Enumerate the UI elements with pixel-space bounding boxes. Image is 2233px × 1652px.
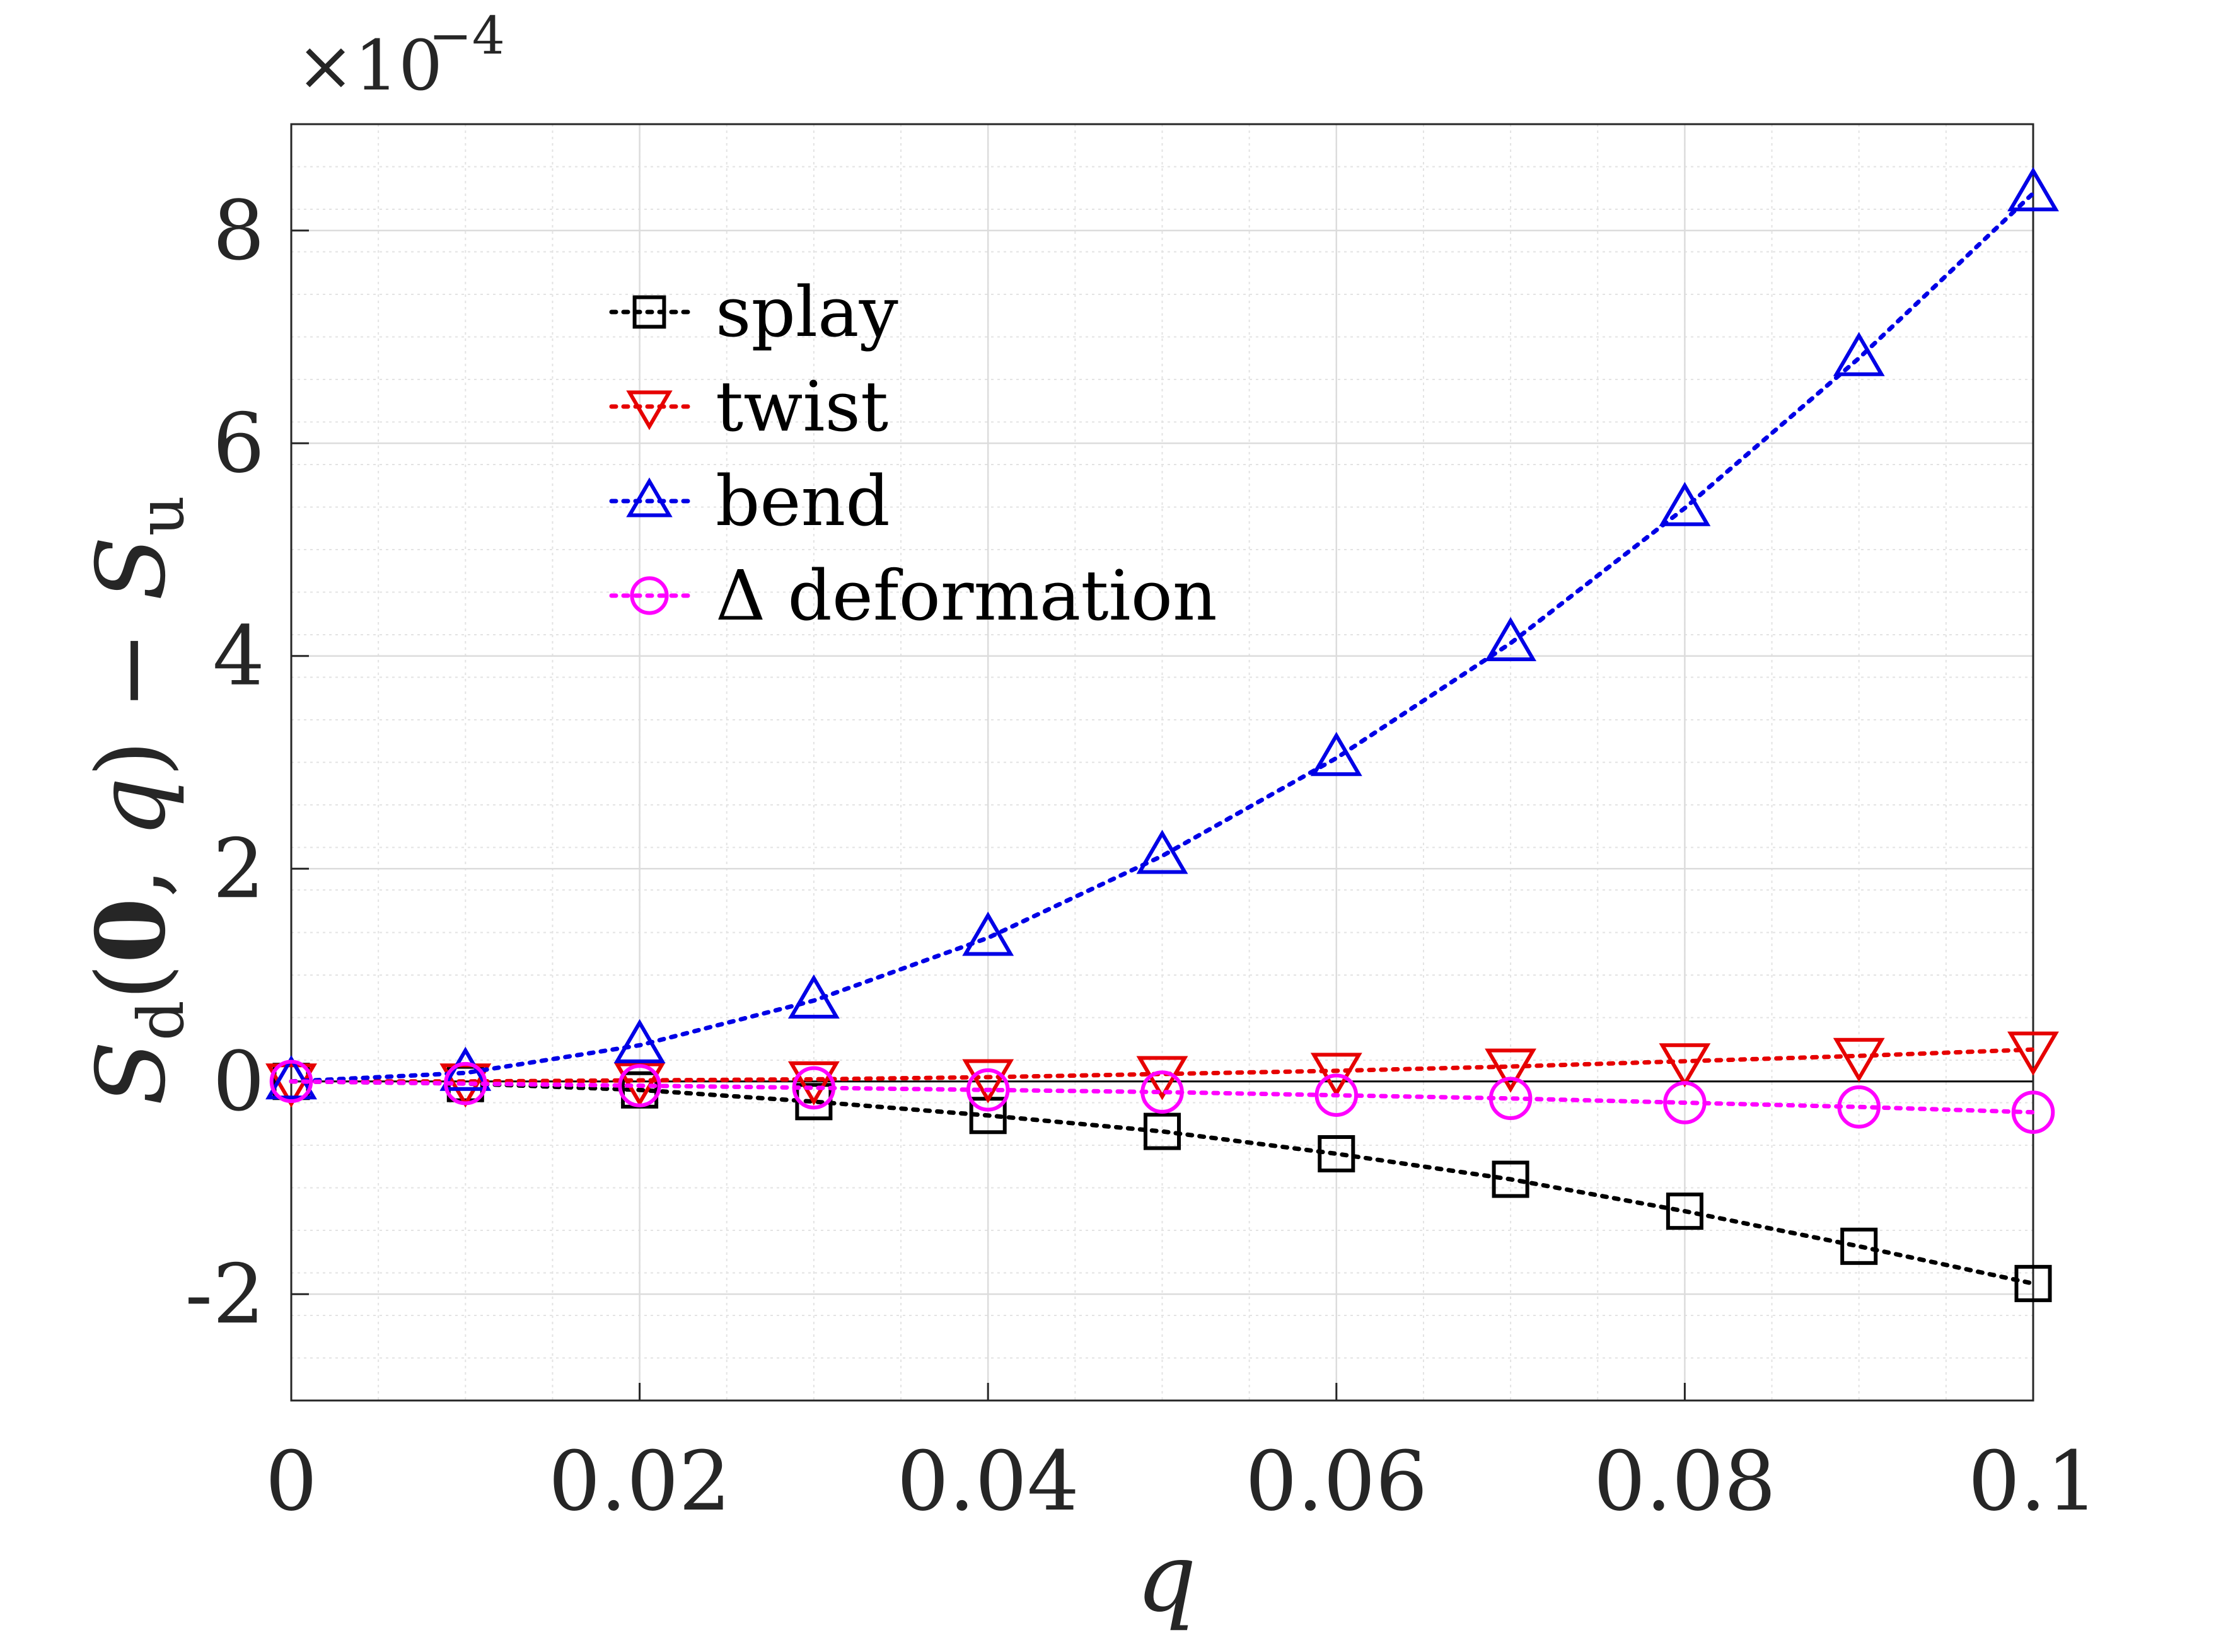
series-2 [265,167,2059,1100]
x-tick-label: 0.02 [548,1433,731,1529]
y-multiplier-exponent: −4 [429,6,505,66]
series-point [269,1060,313,1104]
series-point [1492,1160,1529,1198]
series-point [1833,332,1885,376]
series-point [265,1063,317,1108]
series-point [1485,616,1537,661]
series-point [1310,732,1362,777]
series-point [1840,1227,1878,1265]
y-label-var: q [77,777,187,838]
y-tick-labels: -2 0 2 4 6 8 [185,183,265,1343]
series-point [2007,167,2059,212]
legend-entry: twist [609,366,888,447]
series-point [787,1061,840,1106]
series-line [289,1079,2036,1286]
x-tick-label: 0.06 [1245,1433,1427,1529]
series-point [1485,1048,1537,1093]
series-point [962,911,1014,956]
series-point [1837,1085,1881,1129]
legend-marker [626,477,673,517]
legend-entry: Δ deformation [609,555,1217,636]
series-line [289,191,2036,1084]
series-point [792,1066,836,1110]
legend: splay twist bend Δ deformation [609,272,1217,636]
legend-label: Δ deformation [716,555,1217,636]
series-point [613,1019,666,1063]
y-label-close: ) [77,740,187,777]
series-point [444,1061,487,1106]
y-tick-label: -2 [185,1246,265,1342]
series-3 [269,1060,2055,1134]
series-point [1136,829,1188,874]
x-tick-label: 0.1 [1968,1433,2099,1529]
legend-label: bend [716,461,890,541]
series-point [1140,1070,1184,1114]
series-point [1314,1073,1359,1117]
y-tick-label: 8 [212,183,265,279]
y-label-main: S [77,1041,187,1106]
legend-marker [632,295,666,329]
series-point [966,1068,1010,1112]
legend-label: twist [716,366,888,447]
y-multiplier-base: ×10 [296,25,443,106]
series-point [1659,482,1711,526]
x-tick-label: 0.04 [896,1433,1079,1529]
x-tick-label: 0 [265,1433,318,1529]
minor-grid [291,124,2034,1401]
plot-area-frame [290,123,2034,1402]
y-label-open: ( [77,964,187,1001]
y-tick-label: 0 [212,1034,265,1129]
y-label-bold-zero: 0 [76,898,187,963]
series-layer [265,167,2059,1302]
series-point [1143,1112,1181,1150]
svg-text:Sd(0, q) − Su: Sd(0, q) − Su [76,495,198,1106]
series-point [265,1055,317,1100]
y-multiplier: ×10 −4 [296,6,505,106]
legend-marker [630,576,669,615]
y-tick-label: 6 [212,395,265,491]
series-point [1310,1053,1362,1097]
legend-entry: splay [609,272,898,352]
series-point [1488,1077,1533,1121]
y-label-sub-u: u [124,495,198,536]
series-point [962,1059,1014,1104]
series-point [2007,1031,2059,1076]
y-label-sub-d: d [124,1000,198,1041]
legend-label: splay [716,272,898,352]
series-point [1833,1037,1885,1082]
series-point [1666,1193,1703,1230]
series-point [2011,1090,2055,1134]
series-point [1663,1081,1707,1124]
legend-marker [626,390,673,430]
series-point [2014,1264,2052,1302]
series-point [795,1083,833,1121]
series-point [1318,1135,1355,1173]
x-axis-label: q [1136,1523,1197,1633]
series-line [289,1047,2036,1084]
y-axis-label: Sd(0, q) − Su [76,495,198,1106]
y-label-sep: , [77,838,187,898]
y-tick-label: 4 [212,608,265,704]
series-point [1659,1043,1711,1088]
y-tick-label: 2 [212,821,265,916]
x-tick-label: 0.08 [1594,1433,1776,1529]
y-label-main2: S [77,536,187,601]
series-point [787,974,840,1019]
y-label-minus: − [77,601,187,740]
legend-entry: bend [609,461,890,541]
x-tick-labels: 0 0.02 0.04 0.06 0.08 0.1 [265,1433,2099,1529]
series-line [289,1079,2036,1115]
series-point [618,1064,661,1107]
